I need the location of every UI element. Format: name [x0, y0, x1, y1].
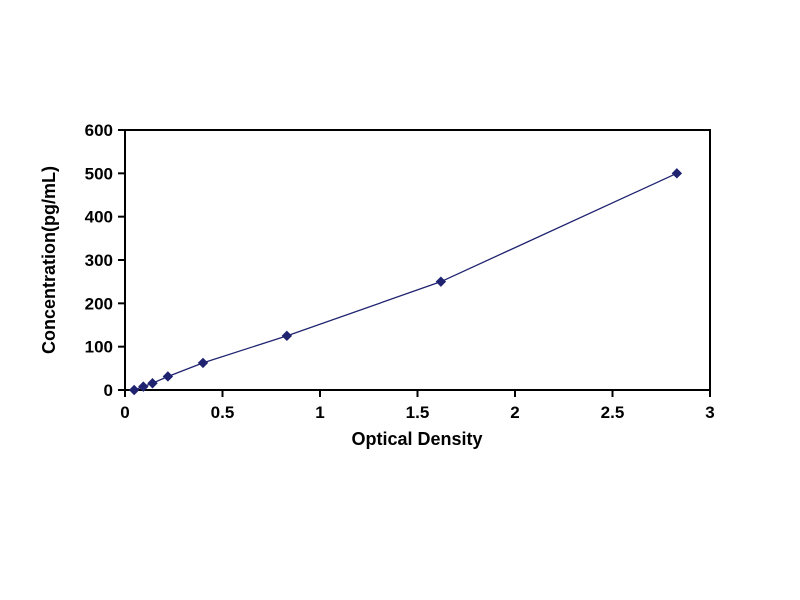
- y-tick-label: 0: [104, 381, 113, 400]
- y-tick-label: 300: [85, 251, 113, 270]
- x-tick-label: 0: [120, 403, 129, 422]
- x-axis-title: Optical Density: [351, 429, 482, 449]
- y-tick-label: 200: [85, 294, 113, 313]
- data-point-marker: [435, 276, 447, 287]
- data-point-marker: [162, 371, 174, 382]
- y-tick-label: 100: [85, 338, 113, 357]
- x-tick-label: 1: [315, 403, 324, 422]
- axis-tick-labels: 0 0.5 1 1.5 2 2.5 3 0 100 200 300 400 500 600: [85, 121, 715, 422]
- x-tick-label: 3: [705, 403, 714, 422]
- y-tick-label: 600: [85, 121, 113, 140]
- y-tick-label: 500: [85, 164, 113, 183]
- data-series: [128, 168, 683, 396]
- series-line: [133, 172, 678, 391]
- data-point-marker: [281, 330, 293, 342]
- data-point-marker: [671, 168, 683, 179]
- plot-area-border: [124, 129, 711, 391]
- axis-ticks: [118, 129, 711, 397]
- data-point-marker: [197, 357, 209, 369]
- y-tick-label: 400: [85, 208, 113, 227]
- data-point-marker: [138, 381, 149, 392]
- data-point-marker: [128, 384, 140, 396]
- x-tick-label: 2: [510, 403, 519, 422]
- x-tick-label: 2.5: [601, 403, 625, 422]
- y-axis-title: Concentration(pg/mL): [39, 166, 59, 354]
- data-point-marker: [147, 378, 158, 389]
- x-tick-label: 1.5: [406, 403, 430, 422]
- x-tick-label: 0.5: [211, 403, 235, 422]
